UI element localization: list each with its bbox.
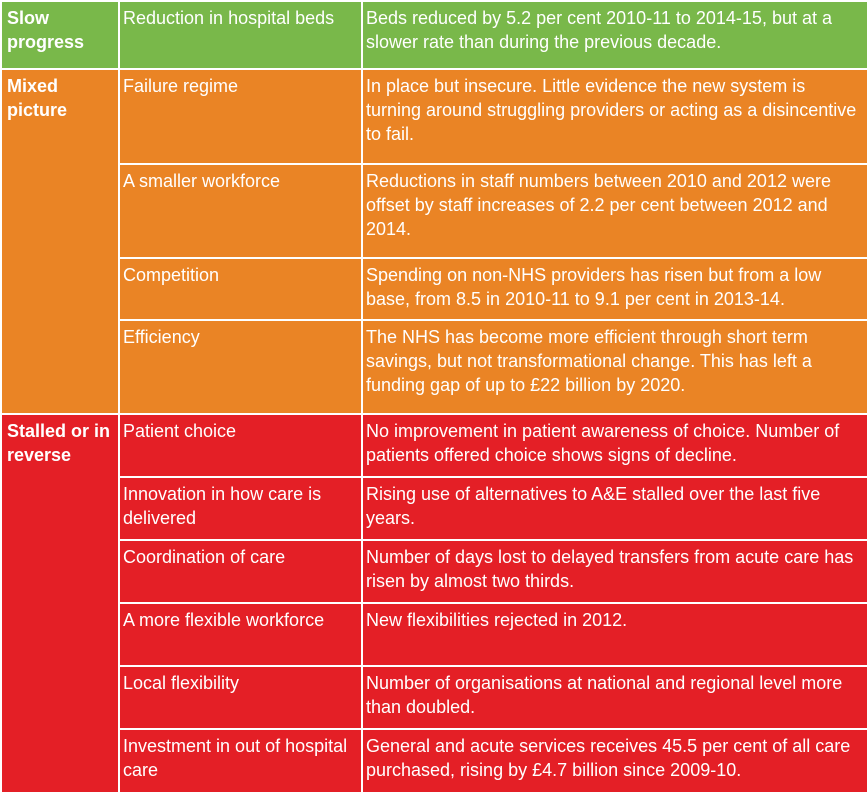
area-cell: Failure regime <box>118 68 363 165</box>
finding-cell: In place but insecure. Little evidence t… <box>361 68 867 165</box>
category-cell: Stalled or in reverse <box>0 413 120 794</box>
area-cell: Coordination of care <box>118 539 363 604</box>
area-cell: Investment in out of hospital care <box>118 728 363 794</box>
table-row: Competition Spending on non-NHS providers… <box>1 257 867 321</box>
table-row: A smaller workforce Reductions in staff n… <box>1 163 867 259</box>
area-cell: Patient choice <box>118 413 363 478</box>
table-row: A more flexible workforce New flexibiliti… <box>1 602 867 667</box>
category-cell: Mixed picture <box>0 68 120 415</box>
area-cell: Innovation in how care is delivered <box>118 476 363 541</box>
finding-cell: The NHS has become more efficient throug… <box>361 319 867 415</box>
table-row: Innovation in how care is delivered Risin… <box>1 476 867 541</box>
finding-cell: General and acute services receives 45.5… <box>361 728 867 794</box>
table-row: Mixed picture Failure regime In place but … <box>0 68 867 415</box>
finding-cell: Number of organisations at national and … <box>361 665 867 730</box>
area-cell: Efficiency <box>118 319 363 415</box>
finding-cell: Rising use of alternatives to A&E stalle… <box>361 476 867 541</box>
finding-cell: Number of days lost to delayed transfers… <box>361 539 867 604</box>
finding-cell: No improvement in patient awareness of c… <box>361 413 867 478</box>
area-cell: Reduction in hospital beds <box>118 0 363 70</box>
table-row: Slow progress Reduction in hospital beds B… <box>0 0 867 70</box>
finding-cell: Spending on non-NHS providers has risen … <box>361 257 867 321</box>
category-cell: Slow progress <box>0 0 120 70</box>
table-row: Coordination of care Number of days lost … <box>1 539 867 604</box>
table-row: Efficiency The NHS has become more effici… <box>1 319 867 415</box>
area-cell: Local flexibility <box>118 665 363 730</box>
finding-cell: New flexibilities rejected in 2012. <box>361 602 867 667</box>
table-row: Investment in out of hospital care Genera… <box>1 728 867 794</box>
table-row: Local flexibility Number of organisations… <box>1 665 867 730</box>
finding-cell: Beds reduced by 5.2 per cent 2010-11 to … <box>361 0 867 70</box>
finding-cell: Reductions in staff numbers between 2010… <box>361 163 867 259</box>
area-cell: A more flexible workforce <box>118 602 363 667</box>
area-cell: A smaller workforce <box>118 163 363 259</box>
area-cell: Competition <box>118 257 363 321</box>
table-row: Stalled or in reverse Patient choice No im… <box>0 413 867 794</box>
